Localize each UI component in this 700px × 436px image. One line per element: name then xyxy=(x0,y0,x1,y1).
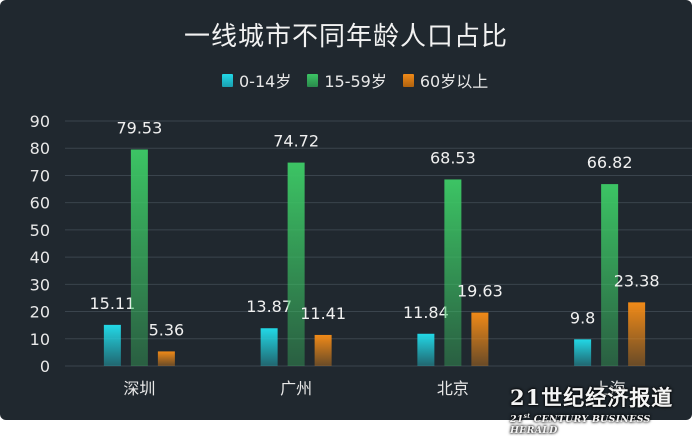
legend-swatch-0-14 xyxy=(222,73,233,87)
y-tick-label-40: 40 xyxy=(30,248,50,267)
bar-深圳-15-59岁 xyxy=(130,149,148,366)
x-tick-label-广州: 广州 xyxy=(280,379,312,398)
y-tick-label-0: 0 xyxy=(40,357,50,376)
data-label-广州-15-59岁: 74.72 xyxy=(273,132,319,151)
data-label-上海-15-59岁: 66.82 xyxy=(587,153,633,172)
legend-label-15-59: 15-59岁 xyxy=(324,72,387,91)
y-tick-label-20: 20 xyxy=(30,303,50,322)
bar-深圳-0-14岁 xyxy=(103,324,121,366)
watermark-logo: 21世纪经济报道 21st CENTURY BUSINESS HERALD xyxy=(510,385,674,436)
legend-label-0-14: 0-14岁 xyxy=(239,72,292,91)
chart-title: 一线城市不同年龄人口占比 xyxy=(183,22,508,52)
y-tick-label-10: 10 xyxy=(30,330,50,349)
bar-北京-0-14岁 xyxy=(417,333,435,366)
chart-legend: 0-14岁 15-59岁 60岁以上 xyxy=(222,68,504,92)
bar-广州-0-14岁 xyxy=(260,328,278,366)
y-tick-label-60: 60 xyxy=(30,194,50,213)
legend-item-0-14[interactable]: 0-14岁 xyxy=(222,68,291,92)
bar-北京-60岁以上 xyxy=(471,312,489,366)
x-tick-label-上海: 上海 xyxy=(594,379,626,398)
bar-广州-15-59岁 xyxy=(287,162,305,366)
bar-上海-15-59岁 xyxy=(601,184,619,366)
y-tick-label-70: 70 xyxy=(30,166,50,185)
legend-label-60-plus: 60岁以上 xyxy=(419,72,489,91)
data-label-上海-60岁以上: 23.38 xyxy=(614,271,660,290)
y-tick-label-80: 80 xyxy=(30,139,50,158)
data-label-深圳-60岁以上: 5.36 xyxy=(149,320,185,339)
data-label-深圳-0-14岁: 15.11 xyxy=(89,294,135,313)
y-tick-label-50: 50 xyxy=(30,221,50,240)
data-label-北京-0-14岁: 11.84 xyxy=(403,303,449,322)
legend-item-15-59[interactable]: 15-59岁 xyxy=(307,68,387,92)
data-label-北京-60岁以上: 19.63 xyxy=(457,282,503,301)
bar-北京-15-59岁 xyxy=(444,179,462,366)
data-label-广州-60岁以上: 11.41 xyxy=(300,304,346,323)
legend-swatch-60-plus xyxy=(402,73,414,87)
bar-深圳-60岁以上 xyxy=(157,351,175,366)
legend-swatch-15-59 xyxy=(307,73,319,87)
data-label-深圳-15-59岁: 79.53 xyxy=(116,119,162,138)
bar-广州-60岁以上 xyxy=(314,334,332,366)
chart-plot: 0 10 20 30 40 50 60 70 80 90 15.11 79.53 5.36 深圳 13.87… xyxy=(30,112,692,398)
data-label-广州-0-14岁: 13.87 xyxy=(246,297,292,316)
data-label-上海-0-14岁: 9.8 xyxy=(570,308,595,327)
data-label-北京-15-59岁: 68.53 xyxy=(430,148,476,167)
y-tick-label-30: 30 xyxy=(30,275,50,294)
x-tick-label-深圳: 深圳 xyxy=(123,379,155,398)
x-tick-label-北京: 北京 xyxy=(437,379,469,398)
legend-item-60-plus[interactable]: 60岁以上 xyxy=(402,68,489,92)
bar-上海-0-14岁 xyxy=(574,339,592,366)
y-tick-label-90: 90 xyxy=(30,112,50,131)
bar-上海-60岁以上 xyxy=(628,302,646,366)
